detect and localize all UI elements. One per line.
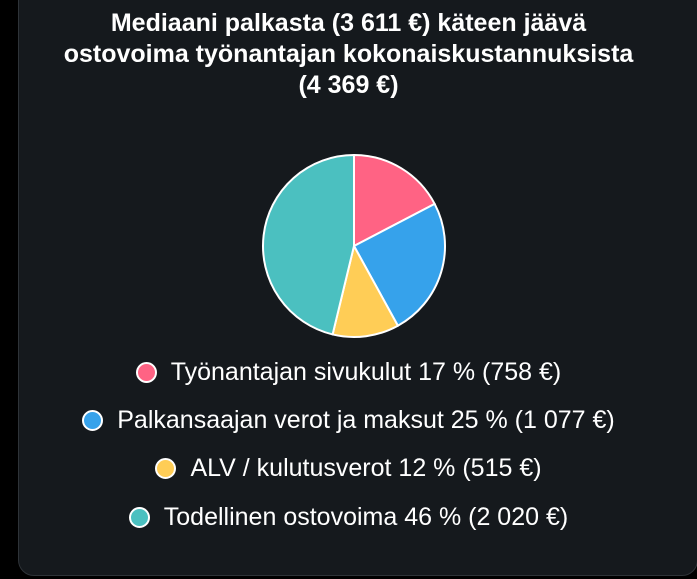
legend-swatch-alv-kulutusverot	[155, 457, 177, 479]
legend-item-alv-kulutusverot[interactable]: ALV / kulutusverot 12 % (515 €)	[0, 451, 697, 485]
legend-label-tyonantajan-sivukulut: Työnantajan sivukulut 17 % (758 €)	[170, 357, 562, 386]
legend-swatch-tyonantajan-sivukulut	[135, 361, 157, 383]
pie-slice-todellinen-ostovoima[interactable]	[262, 154, 355, 336]
chart-title-line-3: (4 369 €)	[298, 71, 399, 99]
chart-title-line-2: ostovoima työnantajan kokonaiskustannuks…	[63, 40, 634, 68]
legend-label-palkansaajan-verot: Palkansaajan verot ja maksut 25 % (1 077…	[117, 405, 615, 434]
legend-item-palkansaajan-verot[interactable]: Palkansaajan verot ja maksut 25 % (1 077…	[0, 403, 697, 437]
pie-slice-tyonantajan-sivukulut[interactable]	[353, 154, 436, 247]
legend-swatch-todellinen-ostovoima	[128, 506, 150, 528]
legend-label-todellinen-ostovoima: Todellinen ostovoima 46 % (2 020 €)	[163, 502, 569, 531]
chart-title-line-1: Mediaani palkasta (3 611 €) käteen jäävä	[110, 9, 587, 37]
legend-label-alv-kulutusverot: ALV / kulutusverot 12 % (515 €)	[190, 453, 542, 482]
chart-title: Mediaani palkasta (3 611 €) käteen jäävä…	[0, 8, 697, 101]
pie-slice-palkansaajan-verot[interactable]	[353, 202, 446, 327]
legend-item-tyonantajan-sivukulut[interactable]: Työnantajan sivukulut 17 % (758 €)	[0, 355, 697, 389]
legend-swatch-palkansaajan-verot	[82, 409, 104, 431]
legend-item-todellinen-ostovoima[interactable]: Todellinen ostovoima 46 % (2 020 €)	[0, 500, 697, 534]
